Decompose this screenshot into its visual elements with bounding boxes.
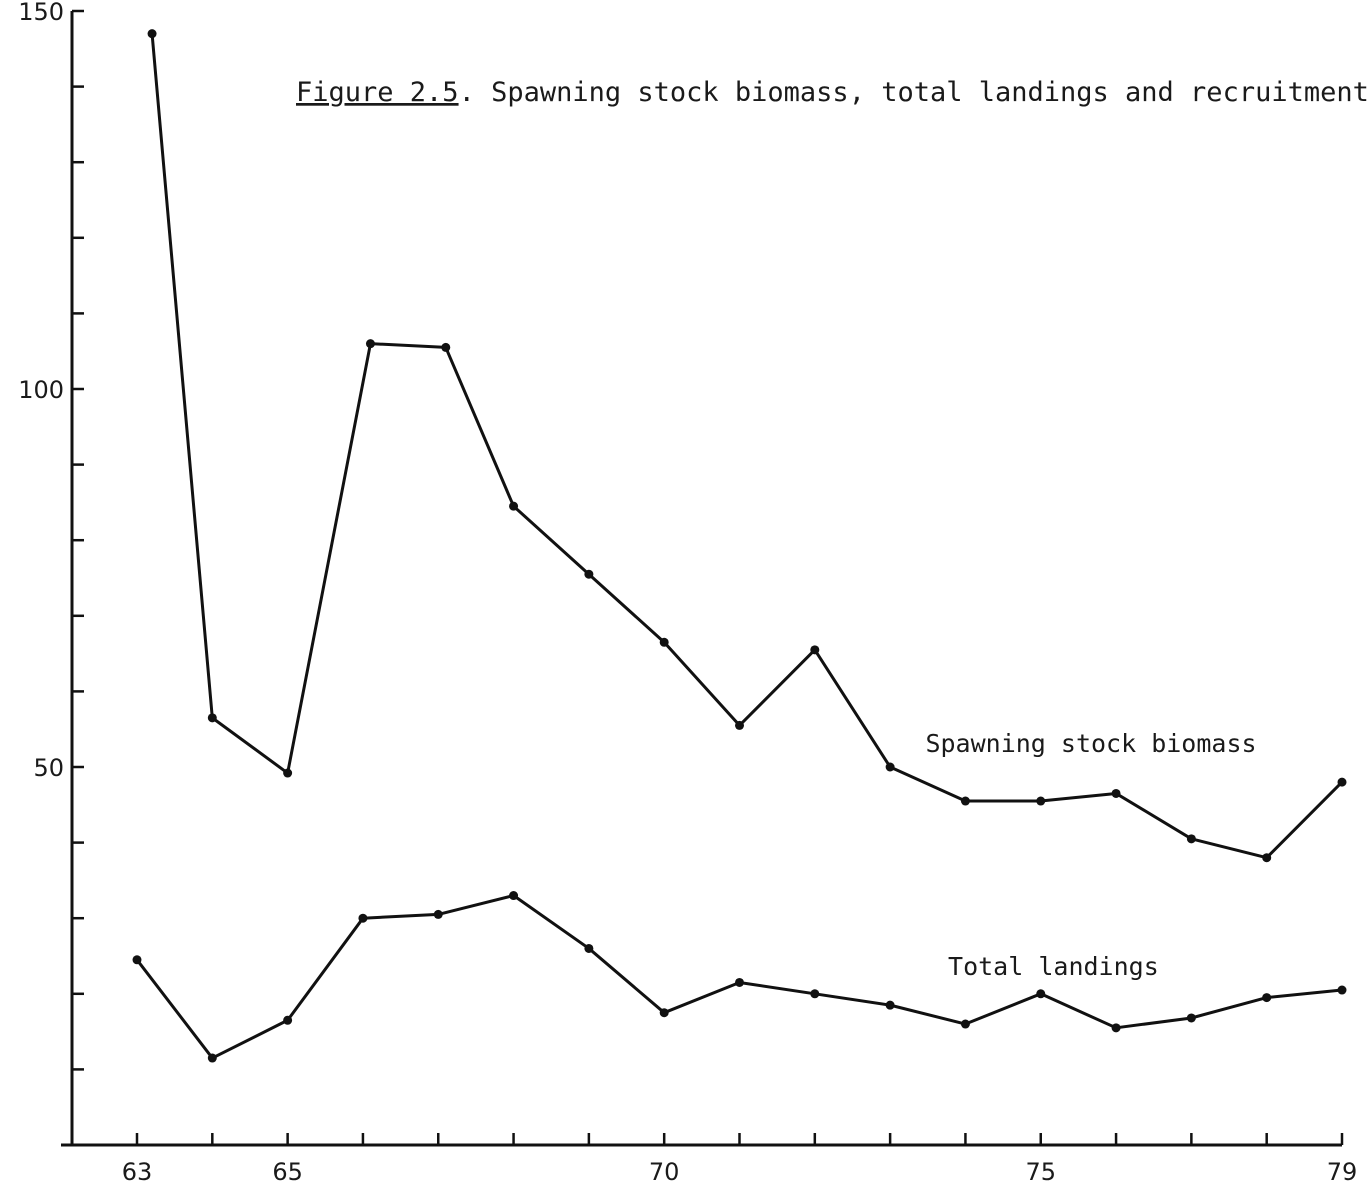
chart-title-text: . Spawning stock biomass, total landings… [459,77,1369,108]
data-point [1186,1013,1196,1023]
y-tick-label: 150 [18,0,64,26]
y-tick-label: 50 [33,754,64,782]
data-point [1337,777,1347,787]
series-line [135,894,1343,1060]
x-tick-label: 65 [272,1158,303,1186]
data-point [659,637,669,647]
data-point [433,909,443,919]
x-tick-label: 70 [649,1158,680,1186]
data-point [735,720,744,730]
x-tick-label: 75 [1025,1158,1056,1186]
data-point [960,1019,970,1029]
data-point [207,1053,217,1063]
data-point [509,891,519,901]
series-total-landings: Total landings [132,891,1347,1063]
data-point [810,989,820,999]
series-label: Total landings [948,952,1159,981]
data-point [960,796,970,806]
data-point [1186,834,1196,844]
data-point [885,1000,895,1010]
data-point [358,913,368,923]
data-point [509,501,519,511]
data-point [365,339,375,349]
data-point [1036,796,1046,806]
data-point [584,943,594,953]
data-point [283,768,293,778]
data-point [1111,788,1121,798]
data-point [283,1015,293,1025]
x-tick-label: 79 [1327,1158,1358,1186]
data-point [659,1008,669,1018]
axes: 50 100 150 63 65 70 75 79 [18,0,1357,1186]
data-point [810,645,820,655]
data-point [1337,985,1347,995]
data-point [584,569,594,579]
series-group: Spawning stock biomass Total landings [132,29,1347,1063]
data-point [441,342,451,352]
data-point [1036,989,1046,999]
data-point [1262,853,1272,863]
data-point [1111,1023,1121,1033]
data-point [147,29,157,39]
series-label: Spawning stock biomass [925,729,1256,758]
data-point [207,713,217,723]
data-point [132,955,142,965]
chart-title: Figure 2.5. Spawning stock biomass, tota… [296,77,1369,108]
data-point [735,977,744,987]
series-spawning-stock-biomass: Spawning stock biomass [147,29,1347,863]
chart-title-figure-number: Figure 2.5 [296,77,459,108]
data-point [885,762,895,772]
x-tick-label: 63 [122,1158,153,1186]
y-tick-label: 100 [18,376,64,404]
data-point [1262,993,1272,1003]
